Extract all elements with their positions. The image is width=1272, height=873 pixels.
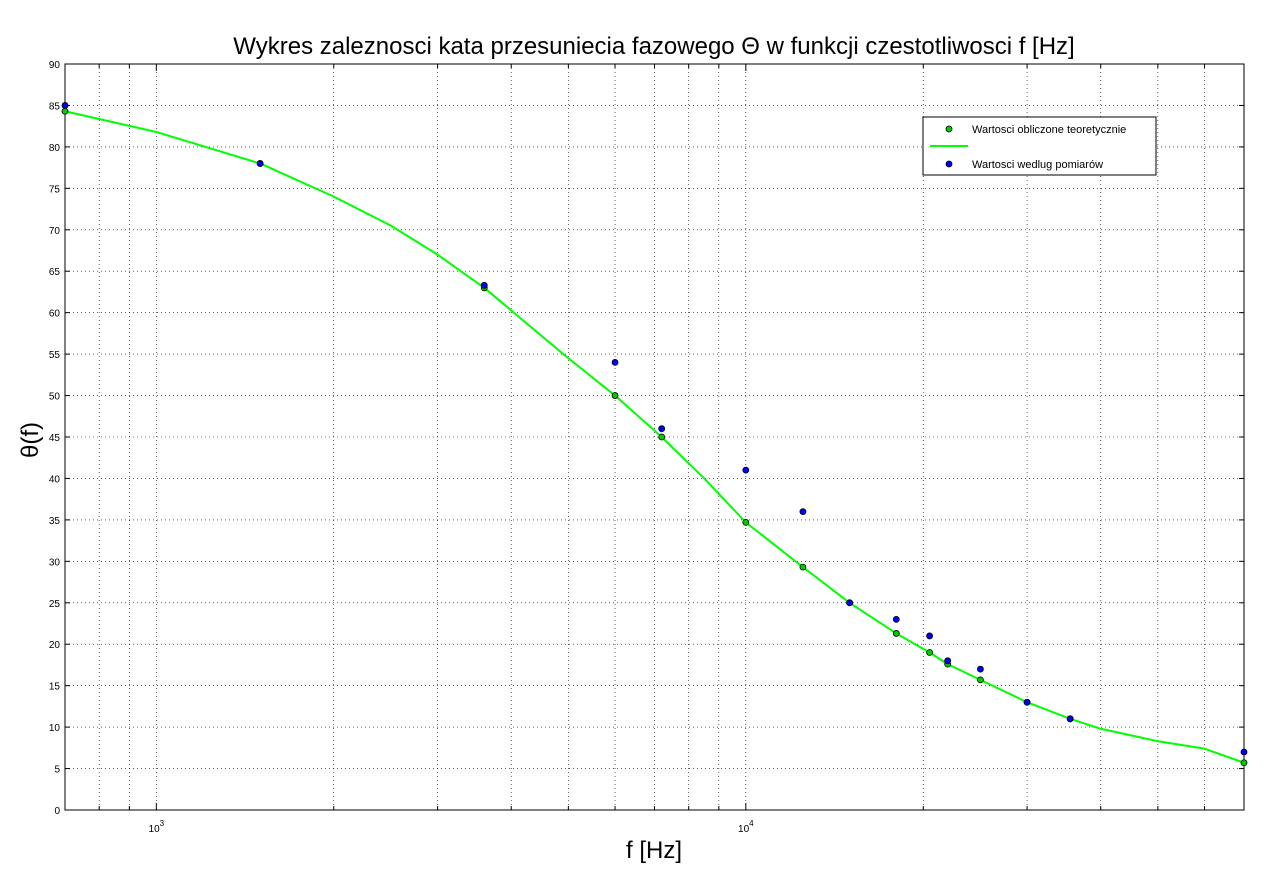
y-tick-label: 40 — [49, 474, 61, 485]
measured-point — [926, 632, 933, 640]
tick-layer: 0510152025303540455055606570758085901031… — [49, 60, 1244, 835]
measured-point — [944, 657, 952, 665]
x-tick-label: 103 — [149, 819, 165, 835]
y-tick-label: 80 — [49, 143, 61, 154]
y-tick-label: 30 — [49, 557, 61, 568]
theoretical-point — [61, 107, 69, 115]
theoretical-point — [611, 392, 619, 399]
measured-point — [658, 425, 666, 433]
y-tick-label: 70 — [49, 226, 61, 237]
legend-label-measured: Wartosci wedlug pomiarów — [972, 159, 1103, 171]
theoretical-point — [799, 563, 807, 571]
theoretical-point — [742, 518, 750, 526]
measured-point — [1066, 715, 1074, 723]
x-axis-label: f [Hz] — [626, 837, 682, 864]
theoretical-point — [926, 649, 933, 656]
y-tick-label: 35 — [49, 516, 61, 527]
grid-layer — [65, 64, 1244, 810]
measured-point — [61, 102, 69, 109]
y-tick-label: 5 — [54, 765, 60, 776]
measured-point — [799, 508, 807, 516]
measured-point — [1240, 748, 1248, 756]
legend: Wartosci obliczone teoretycznie Wartosci… — [922, 116, 1157, 176]
y-tick-label: 65 — [49, 267, 61, 278]
y-tick-label: 75 — [49, 184, 61, 195]
series-layer — [61, 102, 1248, 767]
x-tick-label-base: 10 — [149, 824, 161, 835]
theoretical-point — [1240, 759, 1248, 767]
x-tick-label: 104 — [738, 819, 754, 835]
y-tick-label: 0 — [54, 806, 60, 817]
x-tick-label-base: 10 — [738, 824, 750, 835]
measured-point — [977, 665, 984, 673]
x-tick-label-exponent: 4 — [749, 819, 754, 828]
y-axis-label: θ(f) — [17, 422, 44, 458]
legend-marker-measured — [945, 160, 953, 168]
legend-marker-theoretical — [945, 125, 953, 133]
legend-label-theoretical: Wartosci obliczone teoretycznie — [972, 124, 1126, 136]
measured-point — [742, 466, 750, 474]
measured-point — [1023, 698, 1031, 706]
x-tick-label-exponent: 3 — [160, 819, 165, 828]
chart-title: Wykres zaleznosci kata przesuniecia fazo… — [233, 33, 1074, 60]
y-tick-label: 90 — [49, 60, 61, 71]
y-tick-label: 45 — [49, 433, 61, 444]
measured-point — [846, 599, 854, 607]
measured-point — [256, 160, 264, 167]
theoretical-point — [892, 630, 900, 637]
y-tick-label: 50 — [49, 392, 61, 403]
measured-point — [480, 281, 488, 289]
measured-point — [892, 615, 900, 623]
y-tick-label: 25 — [49, 599, 61, 610]
measured-point — [611, 358, 619, 366]
y-tick-label: 60 — [49, 309, 61, 320]
y-tick-label: 20 — [49, 640, 61, 651]
theoretical-point — [977, 676, 984, 684]
y-tick-label: 85 — [49, 101, 61, 112]
theoretical-point — [658, 433, 666, 441]
y-tick-label: 10 — [49, 723, 61, 734]
y-tick-label: 55 — [49, 350, 61, 361]
y-tick-label: 15 — [49, 682, 61, 693]
